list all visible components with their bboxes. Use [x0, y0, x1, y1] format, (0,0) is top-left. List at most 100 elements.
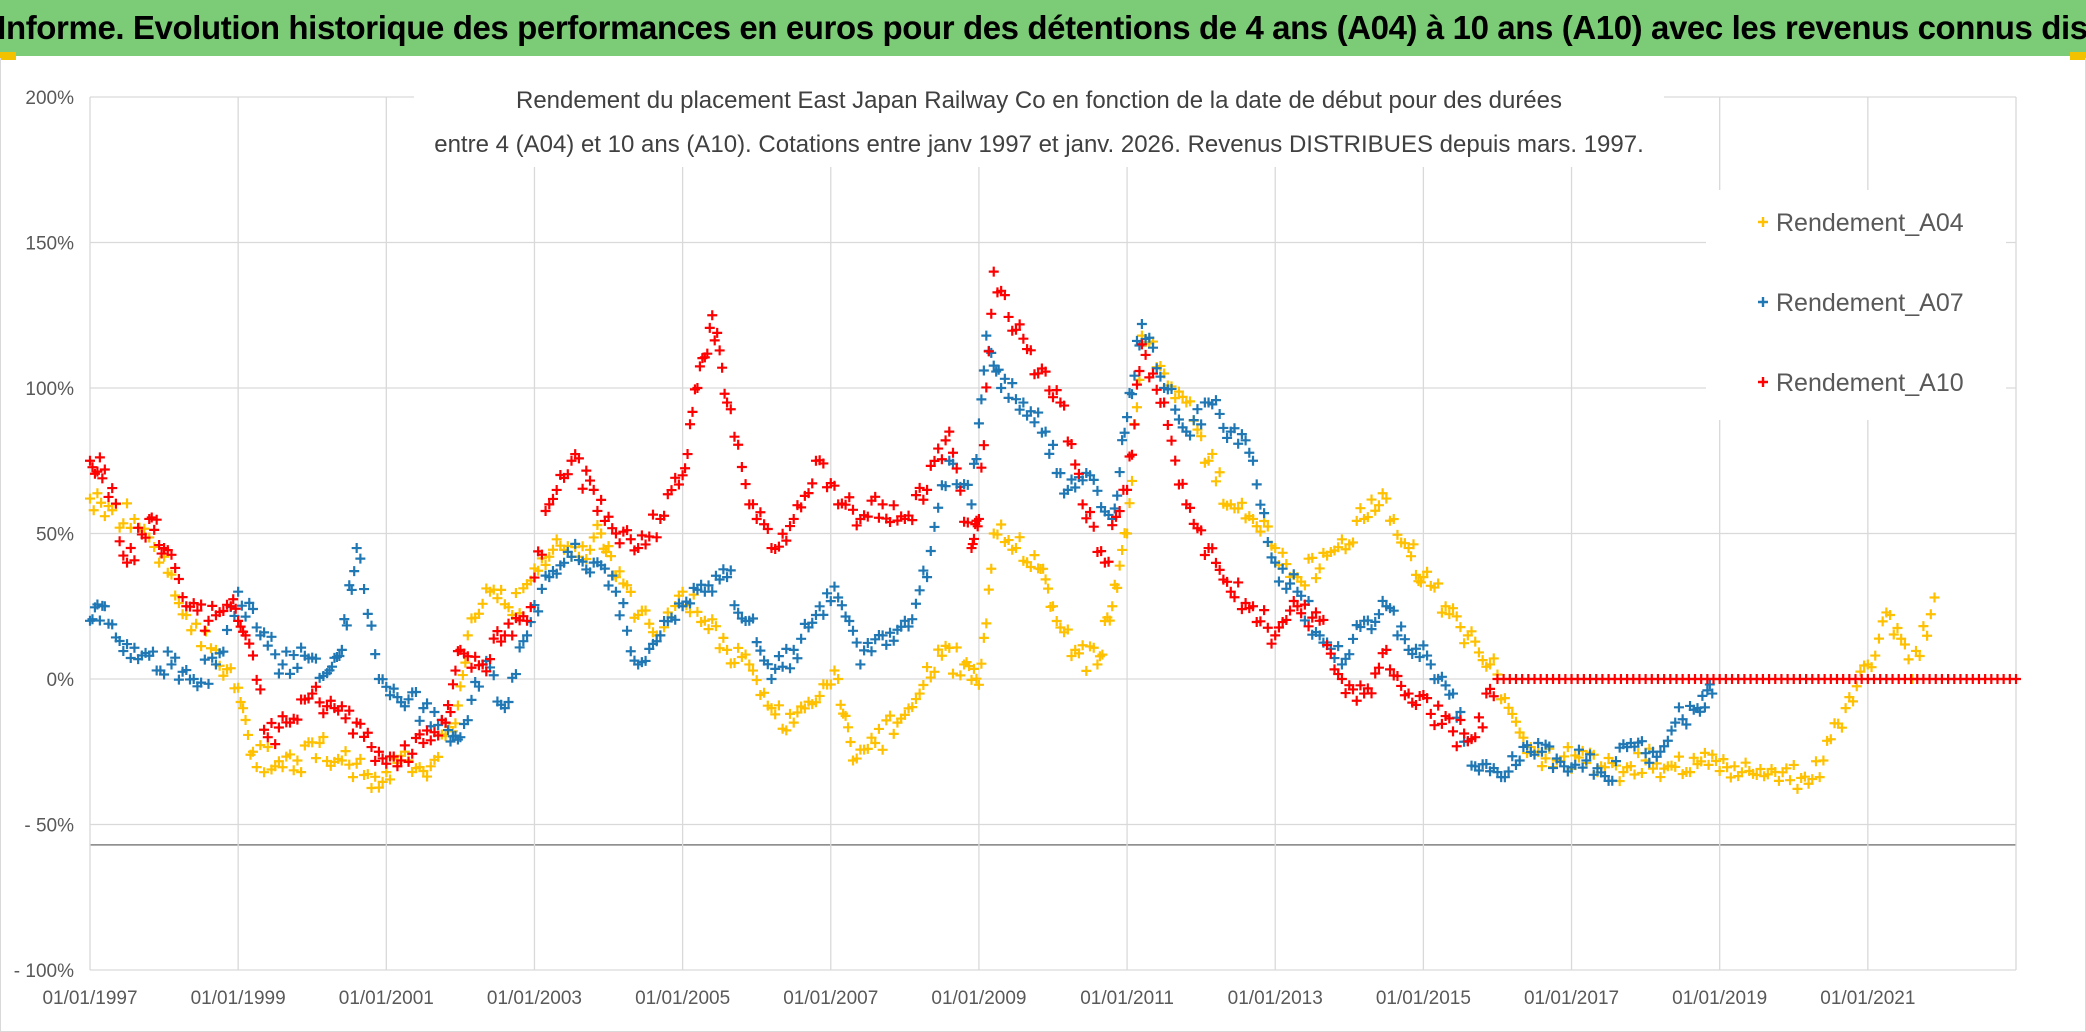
x-tick-label: 01/01/2005 [635, 988, 730, 1009]
trend-point [818, 458, 829, 469]
trend-point [288, 765, 299, 776]
trend-point [922, 662, 933, 673]
trend-point [885, 710, 896, 721]
trend-point [1488, 653, 1499, 664]
trend-point [862, 637, 873, 648]
trend-point [1038, 563, 1049, 574]
trend-point [240, 715, 251, 726]
trend-point [1499, 693, 1510, 704]
trend-point [1406, 551, 1417, 562]
data-point [944, 426, 955, 437]
trend-point [999, 290, 1010, 301]
trend-point [340, 746, 351, 757]
trend-point [1003, 535, 1014, 546]
trend-point [747, 499, 758, 510]
trend-point [1151, 363, 1162, 374]
trend-point [551, 568, 562, 579]
trend-point [718, 632, 729, 643]
trend-point [1192, 404, 1203, 415]
data-point [1707, 688, 1718, 699]
trend-point [1185, 430, 1196, 441]
data-point [855, 659, 866, 670]
data-point [166, 659, 177, 670]
data-point [1929, 592, 1940, 603]
trend-point [1088, 474, 1099, 485]
trend-point [218, 646, 229, 657]
trend-point [1836, 722, 1847, 733]
trend-point [1396, 621, 1407, 632]
data-point [788, 513, 799, 524]
trend-point [1236, 429, 1247, 440]
trend-point [359, 584, 370, 595]
data-point [1248, 601, 1259, 612]
trend-point [1755, 763, 1766, 774]
data-point [1122, 528, 1133, 539]
trend-point [1131, 402, 1142, 413]
trend-point [719, 388, 730, 399]
trend-point [1440, 680, 1451, 691]
data-point [677, 470, 688, 481]
data-point [922, 572, 933, 583]
trend-point [1285, 578, 1296, 589]
trend-point [1273, 576, 1284, 587]
data-point [1440, 601, 1451, 612]
trend-point [1114, 506, 1125, 517]
trend-point [992, 529, 1003, 540]
trend-point [1792, 783, 1803, 794]
trend-point [92, 466, 103, 477]
trend-point [733, 607, 744, 618]
trend-point [255, 684, 266, 695]
trend-point [962, 479, 973, 490]
data-point [1670, 717, 1681, 728]
trend-point [636, 530, 647, 541]
trend-point [1355, 680, 1366, 691]
trend-point [968, 533, 979, 544]
data-point [1425, 708, 1436, 719]
trend-point [1499, 772, 1510, 783]
trend-point [1922, 630, 1933, 641]
trend-point [1562, 742, 1573, 753]
trend-point [173, 598, 184, 609]
data-point [181, 609, 192, 620]
trend-point [488, 633, 499, 644]
trend-point [1173, 414, 1184, 425]
trend-point [986, 563, 997, 574]
trend-point [914, 482, 925, 493]
trend-point [803, 488, 814, 499]
trend-point [685, 598, 696, 609]
trend-point [377, 776, 388, 787]
trend-point [1455, 715, 1466, 726]
trend-point [843, 722, 854, 733]
trend-point [1114, 560, 1125, 571]
trend-point [933, 502, 944, 513]
trend-point [403, 694, 414, 705]
trend-point [851, 637, 862, 648]
data-point [1448, 726, 1459, 737]
trend-point [518, 636, 529, 647]
trend-point [599, 563, 610, 574]
trend-point [1262, 622, 1273, 633]
trend-point [1459, 638, 1470, 649]
trend-point [1307, 612, 1318, 623]
trend-point [1470, 636, 1481, 647]
data-point [373, 746, 384, 757]
data-point [1381, 493, 1392, 504]
trend-point [251, 674, 262, 685]
data-point [988, 266, 999, 277]
trend-point [1124, 498, 1135, 509]
trend-point [173, 574, 184, 585]
trend-point [1703, 759, 1714, 770]
data-point [870, 738, 881, 749]
trend-point [714, 643, 725, 654]
trend-point [1399, 634, 1410, 645]
banner-corner-left [0, 52, 16, 60]
trend-point [1322, 640, 1333, 651]
trend-point [399, 701, 410, 712]
trend-point [781, 535, 792, 546]
x-tick-label: 01/01/2003 [487, 988, 582, 1009]
trend-point [972, 521, 983, 532]
data-point [203, 615, 214, 626]
trend-point [1877, 616, 1888, 627]
data-point [596, 528, 607, 539]
data-point [418, 738, 429, 749]
